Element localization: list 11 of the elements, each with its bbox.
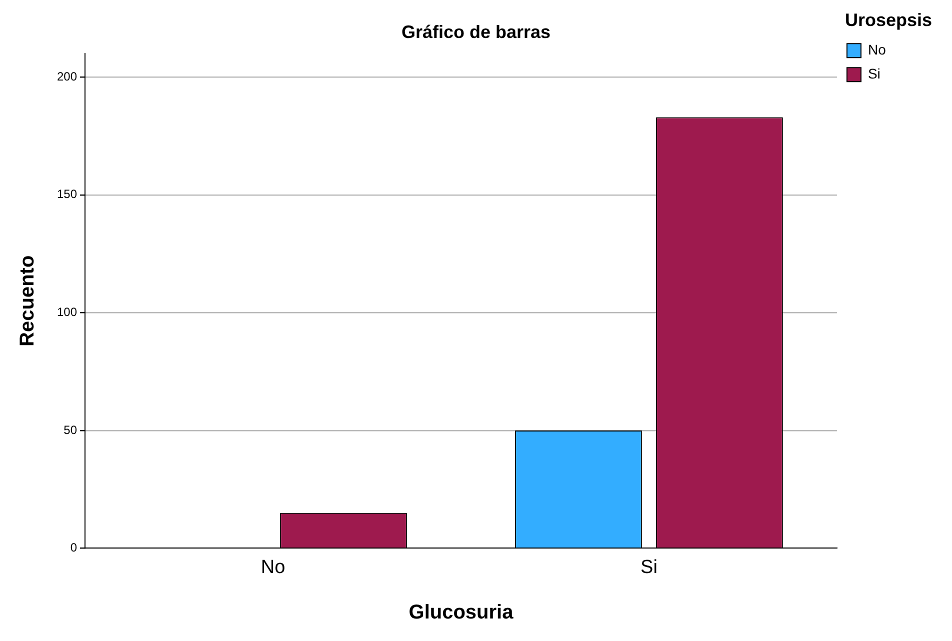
x-axis-title: Glucosuria bbox=[408, 602, 514, 624]
y-tick-label: 200 bbox=[56, 69, 78, 84]
y-tick-label: 50 bbox=[64, 422, 78, 437]
y-tick-label: 150 bbox=[56, 187, 78, 202]
legend-label: No bbox=[868, 41, 886, 58]
legend-title: Urosepsis bbox=[844, 10, 932, 30]
y-tick-label: 0 bbox=[70, 540, 78, 555]
y-tick-label: 100 bbox=[56, 304, 78, 319]
y-axis-title: Recuento bbox=[16, 255, 39, 346]
legend-label: Si bbox=[868, 65, 880, 82]
chart-title: Gráfico de barras bbox=[401, 22, 551, 42]
